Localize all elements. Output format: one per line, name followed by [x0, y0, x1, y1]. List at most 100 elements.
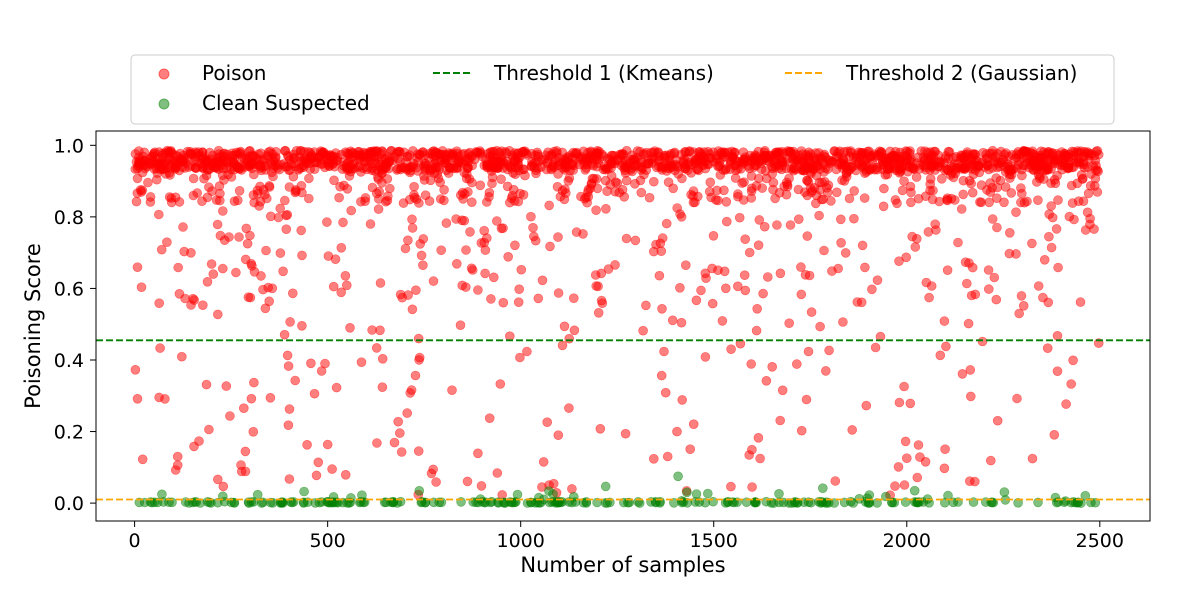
clean-point [344, 498, 354, 508]
poison-point [428, 276, 439, 286]
poison-point [396, 447, 407, 457]
poison-point [791, 359, 802, 369]
poison-point [605, 179, 616, 190]
poison-point [923, 227, 934, 237]
y-axis: 0.0 0.2 0.4 0.6 0.8 1.0 [54, 135, 96, 515]
poison-point [969, 476, 980, 487]
poison-point [1064, 211, 1075, 222]
poison-point [529, 162, 540, 173]
clean-point [702, 488, 713, 499]
poison-point [240, 466, 251, 477]
poison-point [564, 333, 575, 344]
poison-point [705, 177, 716, 188]
poison-point [569, 325, 580, 336]
poison-point [402, 165, 413, 175]
poison-point [666, 149, 676, 159]
poison-point [213, 309, 223, 320]
poison-point [344, 163, 355, 174]
poison-point [229, 153, 239, 164]
poison-point [334, 192, 344, 203]
poison-point [297, 250, 307, 261]
poison-point [475, 180, 486, 191]
poison-point [198, 300, 208, 311]
poison-point [820, 366, 831, 376]
poison-point [735, 338, 746, 349]
poison-point [553, 232, 563, 242]
legend-label-clean: Clean Suspected [202, 91, 370, 115]
poison-point [439, 185, 449, 195]
x-tick-label: 1000 [497, 530, 545, 552]
poison-point [192, 188, 202, 198]
poison-point [218, 481, 229, 492]
poison-point [249, 377, 259, 388]
poison-point [1049, 429, 1060, 440]
poison-point [782, 181, 793, 192]
poison-point [1088, 161, 1098, 171]
clean-point [999, 487, 1010, 497]
poison-point [696, 285, 706, 296]
poison-point [212, 219, 223, 230]
poison-point [522, 346, 532, 357]
poison-point [1006, 188, 1017, 198]
poison-point [820, 163, 831, 173]
poison-point [824, 345, 834, 356]
poison-point [375, 325, 385, 336]
poison-point [284, 404, 295, 414]
poison-point [329, 175, 339, 186]
legend-marker-poison [158, 68, 170, 80]
poison-point [699, 160, 709, 170]
poison-point [991, 193, 1002, 203]
poison-point [616, 160, 627, 171]
poison-point [949, 195, 960, 205]
poison-point [987, 182, 998, 193]
poison-point [309, 388, 320, 399]
poison-point [1083, 188, 1094, 199]
poison-point [255, 181, 265, 192]
poison-point [578, 229, 588, 239]
poison-point [754, 215, 765, 225]
poison-point [1035, 153, 1046, 163]
poison-point [844, 193, 855, 204]
poison-point [183, 162, 194, 172]
poison-point [514, 165, 524, 176]
poison-point [939, 316, 950, 326]
poison-point [1017, 170, 1027, 181]
poison-point [568, 165, 579, 175]
poison-point [439, 195, 449, 206]
poison-point [306, 358, 316, 369]
poison-point [225, 411, 235, 421]
poison-point [746, 171, 757, 181]
poison-point [784, 173, 794, 184]
poison-point [154, 298, 164, 309]
poison-point [513, 297, 524, 308]
poison-point [849, 213, 859, 224]
poison-point [826, 196, 836, 206]
poison-point [397, 292, 408, 303]
poison-point [958, 175, 969, 186]
x-tick-label: 0 [129, 530, 141, 552]
poison-point [878, 201, 889, 212]
poison-point [345, 322, 355, 333]
poison-point [915, 452, 925, 462]
poison-point [504, 161, 515, 172]
poison-point [279, 195, 290, 206]
poison-point [522, 150, 532, 160]
poison-point [246, 159, 256, 169]
poison-point [840, 248, 851, 258]
poison-point [599, 161, 610, 172]
poison-point [194, 436, 204, 446]
poison-point [1082, 207, 1093, 218]
poison-point [814, 210, 824, 221]
poison-point [429, 146, 439, 156]
poison-point [344, 150, 355, 160]
poison-point [976, 180, 987, 190]
poison-point [256, 271, 266, 281]
poison-point [272, 163, 283, 173]
poison-point [987, 214, 998, 224]
x-tick-label: 2500 [1076, 530, 1124, 552]
poison-point [831, 187, 842, 198]
poison-point [638, 325, 648, 336]
poison-point [533, 293, 544, 304]
poison-point [621, 233, 632, 244]
